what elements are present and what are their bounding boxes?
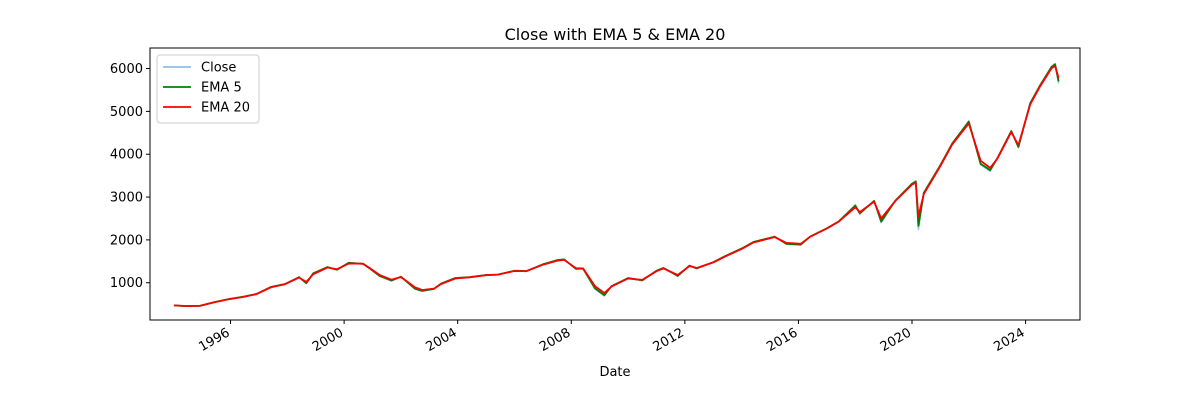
series-layer [173, 62, 1060, 307]
legend-box [156, 54, 260, 124]
series-line-ema-20 [173, 65, 1060, 307]
x-tick-label: 2012 [651, 325, 687, 355]
x-tick-label: 2004 [424, 325, 460, 355]
x-tick-label: 2016 [764, 325, 800, 355]
x-tick-label: 1996 [196, 325, 232, 355]
x-tick-label: 2000 [310, 325, 346, 355]
x-axis-label: Date [599, 365, 630, 380]
x-tick-label: 2020 [878, 325, 914, 355]
legend: Close EMA 5 EMA 20 [156, 54, 260, 124]
legend-label: EMA 5 [201, 81, 242, 96]
y-tick-label: 5000 [110, 105, 143, 120]
x-tick-label: 2024 [991, 325, 1027, 355]
y-axis: 1000 2000 3000 4000 5000 6000 [110, 62, 150, 291]
y-tick-label: 4000 [110, 148, 143, 163]
x-axis: 1996 2000 2004 2008 2012 2016 2020 2024 [196, 320, 1028, 355]
legend-label: Close [201, 61, 236, 76]
y-tick-label: 3000 [110, 191, 143, 206]
plot-area [149, 47, 1081, 321]
y-tick-label: 1000 [110, 276, 143, 291]
chart-title: Close with EMA 5 & EMA 20 [505, 25, 726, 44]
y-tick-label: 2000 [110, 233, 143, 248]
y-tick-label: 6000 [110, 62, 143, 77]
x-tick-label: 2008 [537, 325, 573, 355]
legend-label: EMA 20 [201, 101, 250, 116]
